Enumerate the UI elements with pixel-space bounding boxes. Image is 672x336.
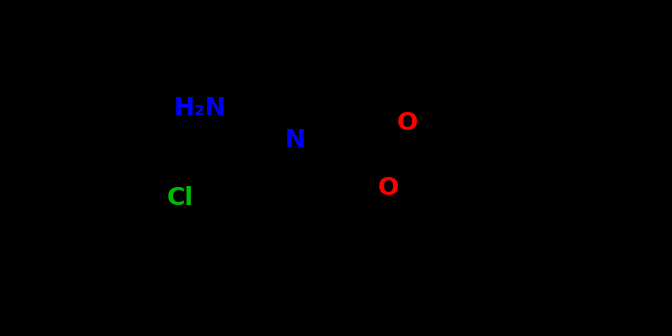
Text: O: O <box>378 176 398 200</box>
Text: N: N <box>284 128 306 152</box>
Text: O: O <box>396 111 417 135</box>
Text: Cl: Cl <box>167 186 194 210</box>
Text: H₂N: H₂N <box>173 96 226 120</box>
